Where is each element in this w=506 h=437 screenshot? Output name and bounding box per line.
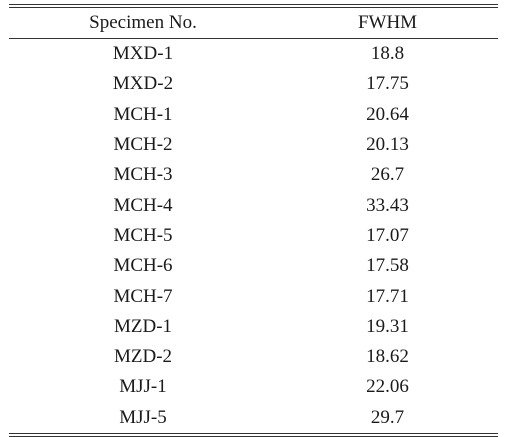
data-table: Specimen No. FWHM <box>9 8 498 38</box>
fwhm-cell: 17.75 <box>366 73 409 95</box>
fwhm-cell: 29.7 <box>370 406 405 428</box>
table-row: MCH-3 26.7 <box>9 160 498 190</box>
fwhm-cell: 17.58 <box>366 255 409 277</box>
data-table-body: MXD-1 18.8 MXD-2 17.75 MCH-1 20.64 MCH-2… <box>9 39 498 433</box>
specimen-cell: MCH-6 <box>113 255 173 277</box>
table-row: MCH-5 17.07 <box>9 221 498 251</box>
fwhm-cell: 18.8 <box>370 43 405 65</box>
fwhm-table: Specimen No. FWHM MXD-1 18.8 MXD-2 17.75… <box>9 4 498 437</box>
specimen-cell: MZD-1 <box>113 315 173 337</box>
specimen-cell: MZD-2 <box>113 346 173 368</box>
fwhm-cell: 17.71 <box>366 285 409 307</box>
specimen-cell: MXD-1 <box>112 43 174 65</box>
specimen-cell: MJJ-1 <box>119 376 167 398</box>
fwhm-cell: 19.31 <box>366 315 409 337</box>
fwhm-cell: 17.07 <box>366 224 409 246</box>
table-row: MJJ-1 22.06 <box>9 372 498 402</box>
top-double-rule <box>9 4 498 8</box>
specimen-cell: MJJ-5 <box>119 406 167 428</box>
specimen-cell: MCH-2 <box>113 134 173 156</box>
fwhm-cell: 33.43 <box>366 194 409 216</box>
fwhm-cell: 20.64 <box>366 103 409 125</box>
table-row: MJJ-5 29.7 <box>9 403 498 433</box>
header-rule <box>9 38 498 39</box>
fwhm-cell: 22.06 <box>366 376 409 398</box>
table-row: MZD-2 18.62 <box>9 342 498 372</box>
header-row: Specimen No. FWHM <box>9 8 498 38</box>
fwhm-cell: 18.62 <box>366 346 409 368</box>
table-row: MXD-2 17.75 <box>9 69 498 99</box>
specimen-cell: MCH-1 <box>113 103 173 125</box>
table-row: MCH-1 20.64 <box>9 100 498 130</box>
specimen-cell: MCH-7 <box>113 285 173 307</box>
table-row: MCH-2 20.13 <box>9 130 498 160</box>
specimen-cell: MCH-4 <box>113 194 173 216</box>
table-row: MZD-1 19.31 <box>9 312 498 342</box>
specimen-cell: MCH-3 <box>113 164 173 186</box>
bottom-double-rule <box>9 432 498 437</box>
header-fwhm: FWHM <box>357 12 418 33</box>
table-row: MXD-1 18.8 <box>9 39 498 69</box>
specimen-cell: MXD-2 <box>112 73 174 95</box>
specimen-cell: MCH-5 <box>113 224 173 246</box>
fwhm-cell: 26.7 <box>370 164 405 186</box>
table-row: MCH-4 33.43 <box>9 190 498 220</box>
header-specimen-no: Specimen No. <box>89 12 197 33</box>
table-row: MCH-6 17.58 <box>9 251 498 281</box>
table-row: MCH-7 17.71 <box>9 281 498 311</box>
fwhm-cell: 20.13 <box>366 134 409 156</box>
